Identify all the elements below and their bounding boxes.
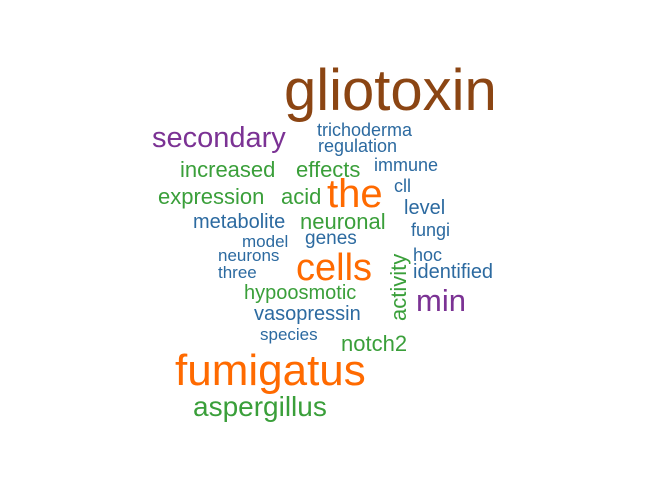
word-neuronal: neuronal (300, 209, 386, 234)
word-cells: cells (296, 247, 373, 289)
word-neurons: neurons (218, 246, 280, 265)
word-hypoosmotic: hypoosmotic (244, 282, 357, 304)
word-identified: identified (413, 261, 494, 283)
word-level: level (404, 197, 446, 219)
word-gliotoxin: gliotoxin (284, 58, 497, 123)
word-the: the (327, 172, 383, 216)
word-effects: effects (296, 157, 361, 182)
word-trichoderma: trichoderma (317, 120, 413, 140)
word-hoc: hoc (413, 245, 443, 265)
word-activity: activity (386, 253, 411, 321)
word-secondary: secondary (152, 122, 286, 154)
word-min: min (416, 283, 466, 318)
word-acid: acid (281, 184, 322, 209)
word-notch2: notch2 (341, 331, 408, 356)
word-immune: immune (374, 155, 439, 175)
word-aspergillus: aspergillus (193, 391, 327, 422)
word-model: model (242, 232, 289, 251)
word-fungi: fungi (411, 220, 451, 240)
word-three: three (218, 263, 257, 282)
word-cll: cll (394, 176, 411, 196)
word-genes: genes (305, 228, 357, 249)
word-expression: expression (158, 184, 265, 209)
word-vasopressin: vasopressin (254, 303, 361, 325)
word-increased: increased (180, 157, 276, 182)
word-metabolite: metabolite (193, 211, 286, 233)
word-regulation: regulation (318, 136, 398, 156)
word-fumigatus: fumigatus (175, 346, 366, 395)
word-species: species (260, 325, 318, 344)
